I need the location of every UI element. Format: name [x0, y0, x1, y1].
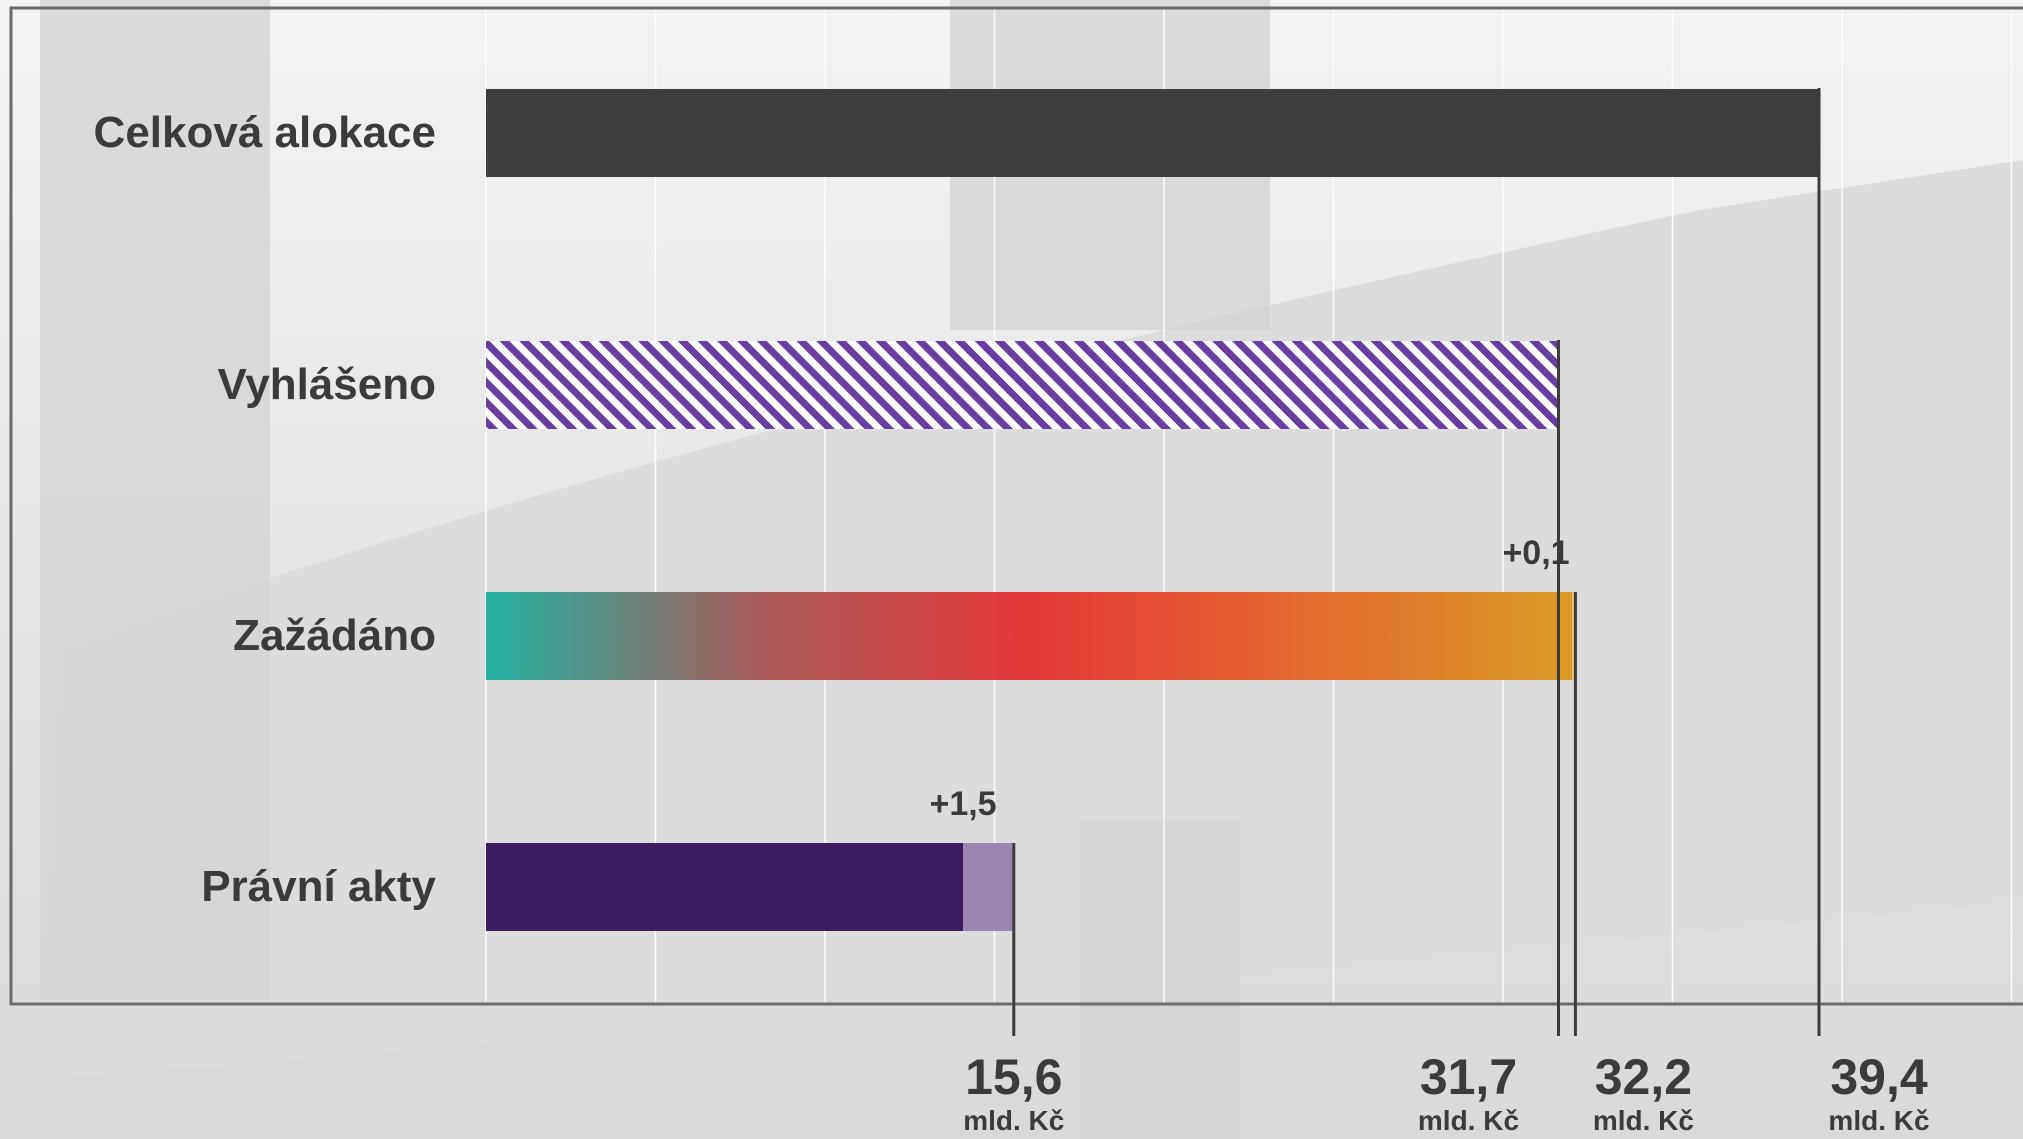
increment-label: +1,5 — [929, 785, 996, 823]
category-label: Celková alokace — [94, 108, 436, 157]
bar — [486, 341, 1559, 429]
category-label: Právní akty — [201, 862, 436, 911]
bar — [486, 89, 1819, 177]
tick-label: 15,6 — [965, 1049, 1062, 1105]
bar — [486, 843, 964, 931]
tick-unit-label: mld. Kč — [1593, 1105, 1694, 1136]
bar-increment — [963, 843, 1014, 931]
bar — [486, 592, 1573, 680]
bar-increment — [1572, 592, 1576, 680]
category-label: Vyhlášeno — [218, 360, 436, 409]
tick-label: 39,4 — [1830, 1049, 1928, 1105]
tick-label: 32,2 — [1595, 1049, 1692, 1105]
tick-unit-label: mld. Kč — [1828, 1105, 1929, 1136]
tick-unit-label: mld. Kč — [1418, 1105, 1519, 1136]
category-label: Zažádáno — [233, 611, 436, 660]
tick-unit-label: mld. Kč — [963, 1105, 1064, 1136]
plot-frame — [9, 6, 2023, 1006]
tick-label: 31,7 — [1420, 1049, 1517, 1105]
